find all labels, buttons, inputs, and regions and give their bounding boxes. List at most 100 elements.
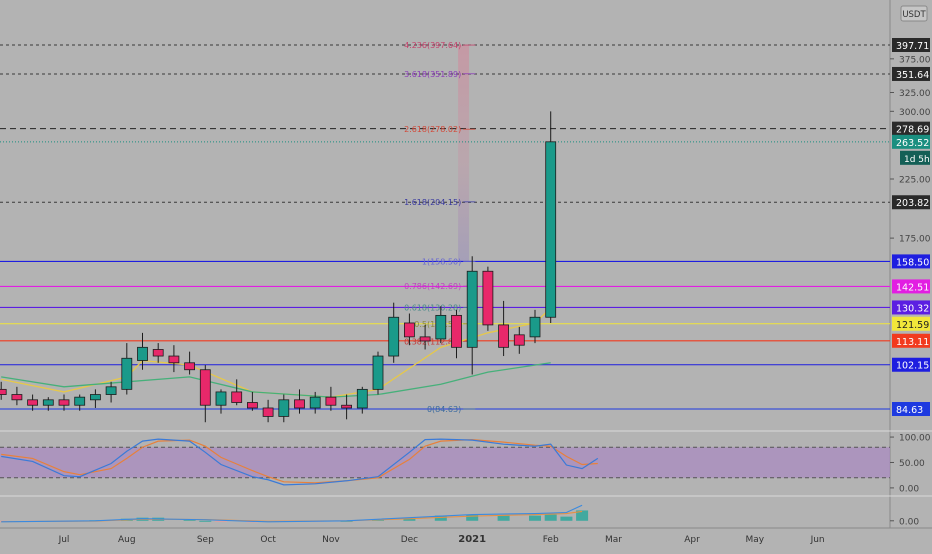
candle[interactable] [341, 394, 353, 420]
price-level-badge[interactable] [892, 300, 930, 315]
price-level-badge[interactable] [892, 66, 930, 81]
candle[interactable] [513, 326, 525, 354]
price-level-badge[interactable] [892, 121, 930, 136]
price-level-badge[interactable] [892, 357, 930, 372]
candle[interactable] [0, 381, 7, 400]
candle[interactable] [545, 111, 557, 323]
stoch-k-line [1, 438, 599, 486]
candle[interactable] [184, 351, 196, 375]
candle[interactable] [199, 365, 211, 423]
time-axis[interactable]: Jul Aug Sep Oct Nov Dec 2021 Feb Mar Apr May Jun [58, 534, 825, 545]
price-level-badge[interactable] [892, 38, 930, 52]
candle-body [137, 346, 148, 361]
candle-body [27, 399, 39, 406]
stoch-tick-label: 0.00 [899, 484, 919, 494]
candle[interactable] [74, 394, 86, 411]
candle[interactable] [215, 389, 227, 414]
fib-label: 3.618(351.89) [404, 70, 461, 79]
candle[interactable] [168, 345, 180, 373]
price-level-badge[interactable] [892, 402, 930, 416]
candle[interactable] [403, 313, 415, 346]
candle[interactable] [278, 394, 290, 423]
price-level-label: 397.71 [896, 41, 929, 52]
time-label: Oct [260, 535, 276, 545]
candle[interactable] [231, 379, 243, 406]
candle-body [294, 399, 305, 409]
time-label: Apr [684, 535, 700, 545]
candle[interactable] [90, 389, 101, 408]
candle-body [325, 396, 337, 406]
candle-body [105, 386, 117, 395]
candle[interactable] [262, 399, 274, 423]
stoch-tick-label: 50.00 [899, 459, 925, 469]
candle-body [545, 141, 557, 318]
fib-label: 1(158.50) [422, 257, 461, 266]
time-label: Mar [605, 535, 622, 545]
candle[interactable] [27, 394, 39, 411]
candle[interactable] [435, 306, 447, 344]
currency-badge[interactable]: USDT [900, 5, 928, 22]
macd-histogram-bar [199, 520, 212, 522]
stoch-d-line [1, 439, 598, 484]
last-price-badge[interactable] [892, 134, 930, 149]
candle[interactable] [529, 309, 541, 344]
candle-body [482, 270, 494, 326]
candle[interactable] [42, 397, 54, 411]
macd-histogram-bar [576, 510, 589, 521]
price-level-badge[interactable] [892, 254, 930, 269]
fib-label: 2.618(278.02) [404, 125, 461, 134]
candle[interactable] [466, 256, 478, 375]
candle[interactable] [498, 300, 510, 357]
fib-label: 0.786(142.69) [404, 282, 461, 291]
candle-body [152, 349, 164, 357]
stoch-rsi-pane[interactable] [0, 438, 890, 486]
macd-line [1, 504, 583, 523]
candle-body [309, 396, 321, 409]
price-level-label: 142.51 [896, 282, 929, 293]
candle-body [341, 404, 353, 409]
time-label: Jun [810, 535, 825, 545]
macd-pane[interactable] [0, 504, 589, 523]
candle-body [11, 394, 23, 401]
fib-label: 1.618(204.15) [404, 198, 461, 207]
candle[interactable] [58, 394, 70, 411]
candle[interactable] [246, 391, 258, 411]
candle-body [121, 357, 133, 390]
fib-label: 4.236(397.64) [404, 41, 461, 50]
candle[interactable] [11, 386, 23, 406]
price-level-badge[interactable] [892, 316, 930, 331]
price-axis[interactable]: 397.71 351.64 278.69 203.82 158.50 142.51 130.… [890, 38, 931, 527]
candle[interactable] [372, 351, 384, 395]
candle[interactable] [152, 343, 164, 363]
candle[interactable] [482, 266, 494, 331]
moving-averages [1, 307, 552, 398]
fib-label: 0.618(130.28) [404, 304, 461, 313]
price-tick-label: 375.00 [899, 55, 931, 65]
price-level-label: 203.82 [896, 198, 929, 209]
candle[interactable] [356, 386, 368, 414]
price-level-badge[interactable] [892, 333, 930, 348]
candle-body [356, 388, 368, 409]
candle[interactable] [105, 381, 117, 403]
last-price-label: 263.52 [896, 138, 929, 149]
price-level-badge[interactable] [892, 195, 930, 210]
candle[interactable] [137, 332, 148, 370]
macd-histogram-bar [215, 520, 227, 522]
price-tick-label: 175.00 [899, 235, 931, 245]
time-label: Feb [543, 535, 559, 545]
candle[interactable] [325, 386, 337, 411]
candle[interactable] [294, 389, 305, 414]
price-level-label: 121.59 [896, 320, 929, 331]
candle[interactable] [121, 343, 133, 395]
countdown-badge[interactable] [900, 150, 930, 165]
price-level-badge[interactable] [892, 279, 930, 294]
countdown-label: 1d 5h [904, 155, 930, 165]
candle[interactable] [451, 309, 462, 359]
candle-body [419, 336, 431, 342]
candle[interactable] [419, 324, 431, 350]
candles[interactable] [0, 111, 557, 423]
candle[interactable] [388, 302, 400, 363]
candle[interactable] [309, 391, 321, 414]
